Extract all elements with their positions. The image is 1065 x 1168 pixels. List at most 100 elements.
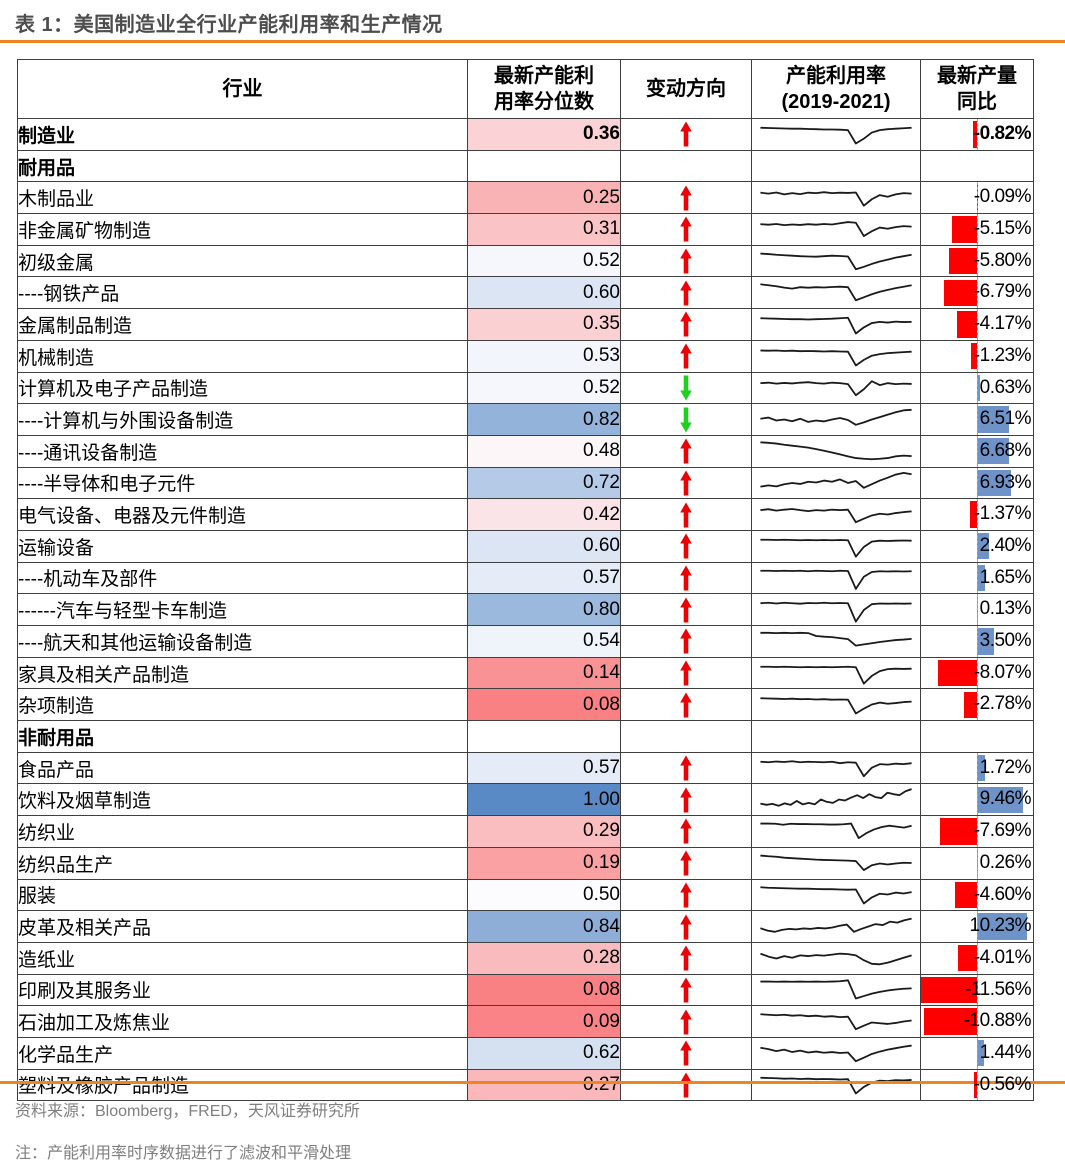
zero-axis-line — [977, 246, 978, 276]
industry-name: ----航天和其他运输设备制造 — [17, 625, 468, 658]
output-yoy-cell: 6.51% — [920, 403, 1034, 436]
down-arrow-icon — [620, 371, 752, 405]
up-arrow-icon — [620, 625, 752, 658]
negative-data-bar — [971, 342, 977, 370]
output-yoy-cell: -11.56% — [920, 973, 1034, 1007]
output-yoy-cell: 0.26% — [920, 846, 1034, 880]
percentile-cell: 0.42 — [467, 498, 621, 531]
utilization-sparkline — [751, 656, 921, 690]
percentile-cell: 0.36 — [467, 118, 621, 151]
up-arrow-icon — [620, 973, 752, 1007]
percentile-cell: 0.52 — [467, 244, 621, 278]
zero-axis-line — [977, 879, 978, 910]
positive-data-bar — [977, 533, 989, 560]
up-arrow-icon — [620, 529, 752, 563]
output-yoy-cell: -1.37% — [920, 498, 1034, 531]
output-yoy-cell: -7.69% — [920, 815, 1034, 848]
output-yoy-cell: -5.15% — [920, 213, 1034, 246]
industry-name: 造纸业 — [17, 941, 468, 975]
percentile-cell: 0.53 — [467, 339, 621, 373]
industry-name: 杂项制造 — [17, 688, 468, 722]
zero-axis-line — [977, 372, 978, 403]
table-row: 金属制品制造 0.35 -4.17% — [17, 308, 1034, 341]
up-arrow-icon — [620, 846, 752, 880]
table-row: 纺织业 0.29 -7.69% — [17, 815, 1034, 848]
positive-data-bar — [977, 406, 1009, 433]
yoy-value: -4.17% — [973, 313, 1032, 335]
positive-data-bar — [977, 786, 1023, 813]
zero-axis-line — [977, 848, 978, 879]
output-yoy-cell: -0.09% — [920, 181, 1034, 215]
yoy-value: -1.23% — [973, 344, 1032, 366]
utilization-sparkline — [751, 561, 921, 595]
industry-name: 计算机及电子产品制造 — [17, 371, 468, 405]
zero-axis-line — [977, 1038, 978, 1069]
industry-name: 运输设备 — [17, 529, 468, 563]
negative-data-bar — [944, 279, 977, 306]
table-row: 电气设备、电器及元件制造 0.42 -1.37% — [17, 498, 1034, 531]
industry-name: ----机动车及部件 — [17, 561, 468, 595]
up-arrow-icon — [620, 878, 752, 912]
output-yoy-cell: -0.56% — [920, 1068, 1034, 1102]
zero-axis-line — [977, 119, 978, 150]
table-row: 机械制造 0.53 -1.23% — [17, 339, 1034, 373]
percentile-cell: 0.60 — [467, 529, 621, 563]
percentile-cell: 0.19 — [467, 846, 621, 880]
positive-data-bar — [977, 374, 981, 402]
output-yoy-cell: 2.40% — [920, 529, 1034, 563]
percentile-cell: 0.48 — [467, 434, 621, 468]
negative-data-bar — [973, 121, 977, 148]
table-row: 家具及相关产品制造 0.14 -8.07% — [17, 656, 1034, 690]
percentile-cell: 0.31 — [467, 213, 621, 246]
negative-data-bar — [952, 216, 977, 243]
figure-title: 表 1：美国制造业全行业产能利用率和生产情况 — [15, 14, 443, 36]
table-row: 杂项制造 0.08 -2.78% — [17, 688, 1034, 722]
up-arrow-icon — [620, 941, 752, 975]
table-row: 造纸业 0.28 -4.01% — [17, 941, 1034, 975]
yoy-value: 1.65% — [979, 566, 1032, 588]
table-header: 行业 最新产能利 用率分位数 变动方向 产能利用率 (2019-2021) 最新… — [17, 59, 1034, 119]
zero-axis-line — [977, 753, 978, 783]
down-arrow-icon — [620, 403, 752, 436]
yoy-value: 10.23% — [969, 915, 1032, 937]
utilization-sparkline — [751, 339, 921, 373]
percentile-cell: 0.25 — [467, 181, 621, 215]
yoy-value: 3.50% — [979, 630, 1032, 651]
utilization-sparkline — [751, 1036, 921, 1070]
percentile-cell: 0.14 — [467, 656, 621, 690]
zero-axis-line — [977, 1006, 978, 1037]
table-row: 制造业 0.36 -0.82% — [17, 118, 1034, 151]
output-yoy-cell: -8.07% — [920, 656, 1034, 690]
industry-name: 纺织品生产 — [17, 846, 468, 880]
table-row: 非金属矿物制造 0.31 -5.15% — [17, 213, 1034, 246]
zero-axis-line — [977, 468, 978, 498]
zero-axis-line — [977, 784, 978, 815]
yoy-value: 6.51% — [979, 408, 1032, 430]
up-arrow-icon — [620, 308, 752, 341]
negative-data-bar — [921, 976, 977, 1004]
utilization-sparkline — [751, 213, 921, 246]
industry-name: 初级金属 — [17, 244, 468, 278]
industry-name: 机械制造 — [17, 339, 468, 373]
output-yoy-cell: 0.63% — [920, 371, 1034, 405]
output-yoy-cell: -6.79% — [920, 276, 1034, 310]
utilization-sparkline — [751, 878, 921, 912]
zero-axis-line — [977, 404, 978, 435]
table-row: 计算机及电子产品制造 0.52 0.63% — [17, 371, 1034, 405]
source-note: 资料来源：Bloomberg，FRED，天风证券研究所 — [15, 1103, 360, 1120]
yoy-value: -0.82% — [973, 123, 1032, 144]
positive-data-bar — [977, 754, 986, 782]
negative-data-bar — [937, 659, 977, 687]
table-row: 皮革及相关产品 0.84 10.23% — [17, 910, 1034, 943]
zero-axis-line — [977, 975, 978, 1005]
direction-cell — [620, 720, 752, 753]
up-arrow-icon — [620, 656, 752, 690]
zero-axis-line — [977, 658, 978, 688]
yoy-value: -2.78% — [973, 693, 1032, 715]
zero-axis-line — [977, 277, 978, 308]
industry-name: ----钢铁产品 — [17, 276, 468, 310]
col-header-industry: 行业 — [17, 59, 468, 119]
table-row: 服装 0.50 -4.60% — [17, 878, 1034, 912]
negative-data-bar — [956, 311, 977, 338]
